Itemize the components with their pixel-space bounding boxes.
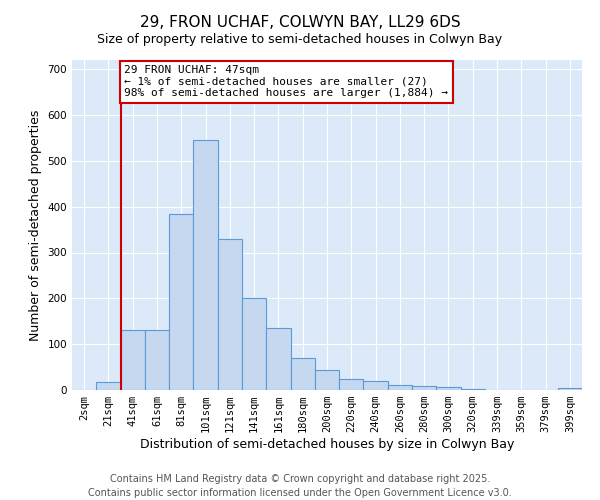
- Bar: [558, 388, 582, 390]
- Bar: [388, 384, 412, 390]
- Bar: [193, 140, 218, 390]
- Bar: [266, 328, 290, 390]
- Y-axis label: Number of semi-detached properties: Number of semi-detached properties: [29, 110, 42, 340]
- Bar: [461, 388, 485, 390]
- Text: 29 FRON UCHAF: 47sqm
← 1% of semi-detached houses are smaller (27)
98% of semi-d: 29 FRON UCHAF: 47sqm ← 1% of semi-detach…: [124, 65, 448, 98]
- Bar: [412, 386, 436, 390]
- Bar: [218, 239, 242, 390]
- Bar: [169, 214, 193, 390]
- Text: 29, FRON UCHAF, COLWYN BAY, LL29 6DS: 29, FRON UCHAF, COLWYN BAY, LL29 6DS: [140, 15, 460, 30]
- Bar: [96, 382, 121, 390]
- Bar: [145, 330, 169, 390]
- Bar: [339, 378, 364, 390]
- Text: Size of property relative to semi-detached houses in Colwyn Bay: Size of property relative to semi-detach…: [97, 32, 503, 46]
- Text: Contains HM Land Registry data © Crown copyright and database right 2025.
Contai: Contains HM Land Registry data © Crown c…: [88, 474, 512, 498]
- Bar: [436, 387, 461, 390]
- Bar: [315, 370, 339, 390]
- Bar: [242, 298, 266, 390]
- Bar: [121, 330, 145, 390]
- Bar: [290, 358, 315, 390]
- Bar: [364, 381, 388, 390]
- X-axis label: Distribution of semi-detached houses by size in Colwyn Bay: Distribution of semi-detached houses by …: [140, 438, 514, 451]
